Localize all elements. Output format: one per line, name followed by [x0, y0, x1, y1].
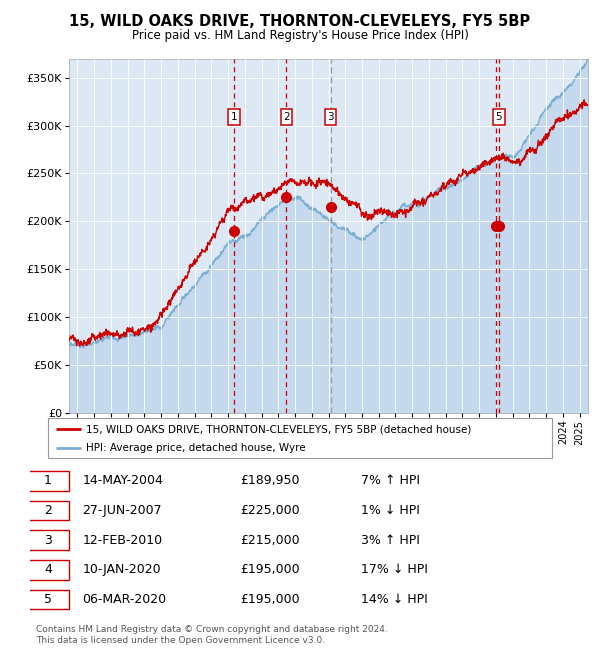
Text: Price paid vs. HM Land Registry's House Price Index (HPI): Price paid vs. HM Land Registry's House … [131, 29, 469, 42]
Text: £195,000: £195,000 [240, 593, 299, 606]
Text: 15, WILD OAKS DRIVE, THORNTON-CLEVELEYS, FY5 5BP: 15, WILD OAKS DRIVE, THORNTON-CLEVELEYS,… [70, 14, 530, 29]
Text: 17% ↓ HPI: 17% ↓ HPI [361, 564, 428, 577]
Text: 3% ↑ HPI: 3% ↑ HPI [361, 534, 420, 547]
Text: 2: 2 [283, 112, 290, 122]
Text: 06-MAR-2020: 06-MAR-2020 [82, 593, 167, 606]
Text: 12-FEB-2010: 12-FEB-2010 [82, 534, 163, 547]
Text: 2: 2 [44, 504, 52, 517]
Text: 27-JUN-2007: 27-JUN-2007 [82, 504, 162, 517]
Text: 5: 5 [496, 112, 502, 122]
FancyBboxPatch shape [27, 560, 68, 580]
FancyBboxPatch shape [27, 530, 68, 550]
FancyBboxPatch shape [27, 471, 68, 491]
Text: 5: 5 [44, 593, 52, 606]
FancyBboxPatch shape [27, 500, 68, 521]
Text: 1% ↓ HPI: 1% ↓ HPI [361, 504, 420, 517]
Text: 10-JAN-2020: 10-JAN-2020 [82, 564, 161, 577]
Text: 15, WILD OAKS DRIVE, THORNTON-CLEVELEYS, FY5 5BP (detached house): 15, WILD OAKS DRIVE, THORNTON-CLEVELEYS,… [86, 424, 471, 434]
Text: 1: 1 [231, 112, 238, 122]
Text: 1: 1 [44, 474, 52, 488]
FancyBboxPatch shape [48, 418, 552, 458]
Text: £225,000: £225,000 [240, 504, 299, 517]
Text: £195,000: £195,000 [240, 564, 299, 577]
Text: 14-MAY-2004: 14-MAY-2004 [82, 474, 163, 488]
FancyBboxPatch shape [27, 590, 68, 609]
Text: 3: 3 [327, 112, 334, 122]
Text: 3: 3 [44, 534, 52, 547]
Text: 14% ↓ HPI: 14% ↓ HPI [361, 593, 428, 606]
Text: 7% ↑ HPI: 7% ↑ HPI [361, 474, 420, 488]
Text: Contains HM Land Registry data © Crown copyright and database right 2024.
This d: Contains HM Land Registry data © Crown c… [36, 625, 388, 645]
Text: £189,950: £189,950 [240, 474, 299, 488]
Text: £215,000: £215,000 [240, 534, 299, 547]
Text: HPI: Average price, detached house, Wyre: HPI: Average price, detached house, Wyre [86, 443, 305, 453]
Text: 4: 4 [44, 564, 52, 577]
